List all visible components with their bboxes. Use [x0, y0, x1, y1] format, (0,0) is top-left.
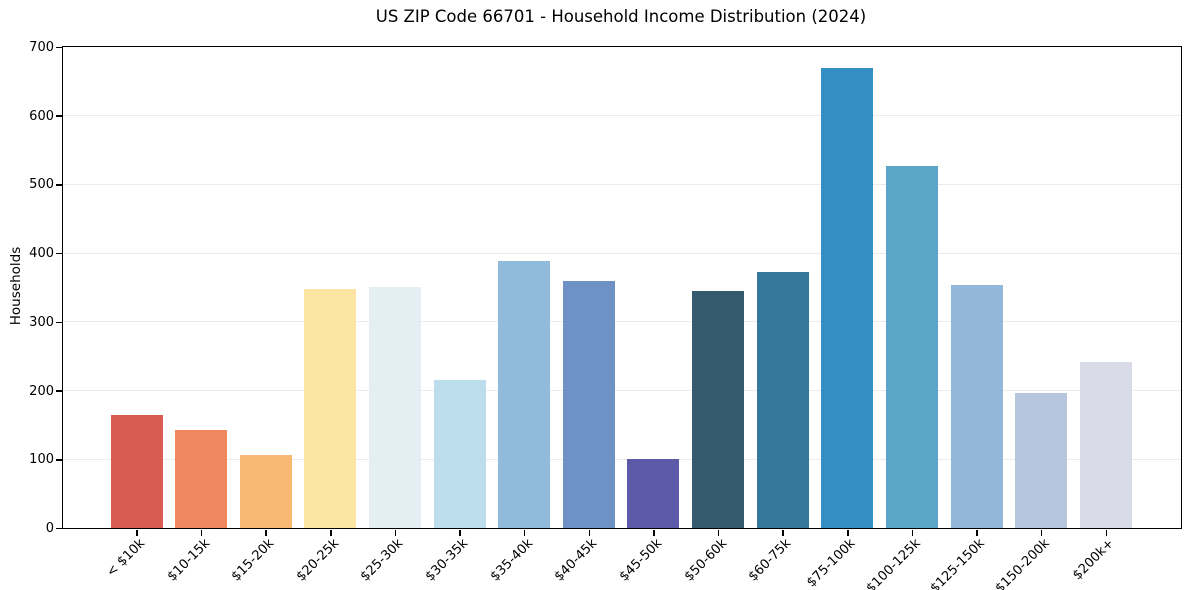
chart-title: US ZIP Code 66701 - Household Income Dis…	[375, 7, 867, 26]
x-tick-label-$125-150k: $125-150k	[927, 536, 989, 590]
x-tick-label-$50-60k: $50-60k	[681, 536, 730, 585]
bar-$15-20k	[239, 455, 292, 528]
y-tick-label-100: 100	[29, 452, 54, 468]
bar-$30-35k	[433, 380, 486, 528]
x-tick-label-< $10k: < $10k	[104, 536, 149, 581]
bar-$45-50k	[627, 458, 680, 528]
x-tick-label-$10-15k: $10-15k	[164, 536, 213, 585]
x-tick-mark-$40-45k	[588, 530, 591, 536]
x-tick-mark-$125-150k	[976, 530, 978, 536]
y-tick-mark-600	[56, 115, 62, 117]
x-tick-mark-< $10k	[136, 530, 138, 536]
y-tick-mark-300	[56, 321, 62, 324]
plot-area	[62, 46, 1182, 529]
gridline-y-400	[63, 252, 1181, 254]
bar-$40-45k	[562, 281, 615, 528]
gridline-y-300	[63, 321, 1181, 323]
x-tick-mark-$25-30k	[394, 530, 397, 536]
y-tick-label-0: 0	[45, 521, 54, 536]
x-tick-mark-$200k+	[1105, 530, 1108, 536]
bar-$75-100k	[821, 68, 874, 528]
y-tick-mark-0	[56, 527, 62, 530]
x-tick-mark-$45-50k	[653, 530, 655, 536]
bar-< $10k	[110, 415, 163, 528]
bar-$35-40k	[498, 260, 551, 528]
bar-$150-200k	[1015, 392, 1068, 528]
gridline-y-100	[63, 458, 1181, 460]
y-tick-mark-200	[56, 390, 62, 392]
gridline-y-500	[63, 183, 1181, 185]
bar-$100-125k	[885, 165, 938, 528]
x-tick-mark-$100-125k	[911, 530, 914, 536]
x-tick-mark-$10-15k	[200, 530, 203, 536]
x-tick-label-$45-50k: $45-50k	[616, 536, 666, 585]
y-tick-label-300: 300	[29, 314, 54, 330]
x-tick-mark-$20-25k	[330, 530, 332, 536]
y-tick-label-700: 700	[29, 40, 54, 55]
x-tick-label-$150-200k: $150-200k	[992, 536, 1053, 590]
y-tick-mark-400	[56, 252, 62, 255]
x-tick-label-$20-25k: $20-25k	[293, 536, 342, 585]
x-tick-label-$15-20k: $15-20k	[228, 536, 278, 585]
bar-$10-15k	[175, 429, 228, 528]
x-tick-label-$200k+: $200k+	[1070, 536, 1118, 584]
x-tick-mark-$15-20k	[265, 530, 267, 536]
x-tick-mark-$75-100k	[847, 530, 849, 536]
y-tick-mark-100	[56, 459, 62, 461]
x-tick-mark-$50-60k	[717, 530, 720, 536]
x-tick-mark-$35-40k	[523, 530, 526, 536]
y-tick-label-400: 400	[29, 246, 54, 262]
x-tick-label-$60-75k: $60-75k	[745, 536, 795, 585]
x-tick-label-$35-40k: $35-40k	[487, 536, 536, 585]
x-tick-label-$75-100k: $75-100k	[804, 536, 859, 590]
x-tick-mark-$60-75k	[782, 530, 784, 536]
x-tick-label-$100-125k: $100-125k	[863, 536, 924, 590]
x-tick-label-$40-45k: $40-45k	[551, 536, 601, 585]
bar-$200k+	[1079, 361, 1132, 528]
bar-$50-60k	[692, 290, 745, 528]
bar-$25-30k	[368, 286, 421, 528]
x-tick-mark-$150-200k	[1040, 530, 1043, 536]
y-tick-label-600: 600	[29, 108, 54, 124]
bar-$60-75k	[756, 271, 809, 528]
gridline-y-200	[63, 390, 1181, 392]
gridline-y-600	[63, 115, 1181, 117]
y-tick-mark-700	[56, 46, 62, 49]
x-tick-label-$30-35k: $30-35k	[422, 536, 472, 585]
bar-$125-150k	[950, 284, 1003, 528]
y-tick-label-200: 200	[29, 383, 54, 399]
y-tick-mark-500	[56, 184, 62, 186]
x-tick-mark-$30-35k	[459, 530, 461, 536]
bar-$20-25k	[304, 288, 357, 528]
y-tick-label-500: 500	[29, 177, 54, 193]
x-tick-label-$25-30k: $25-30k	[358, 536, 407, 585]
